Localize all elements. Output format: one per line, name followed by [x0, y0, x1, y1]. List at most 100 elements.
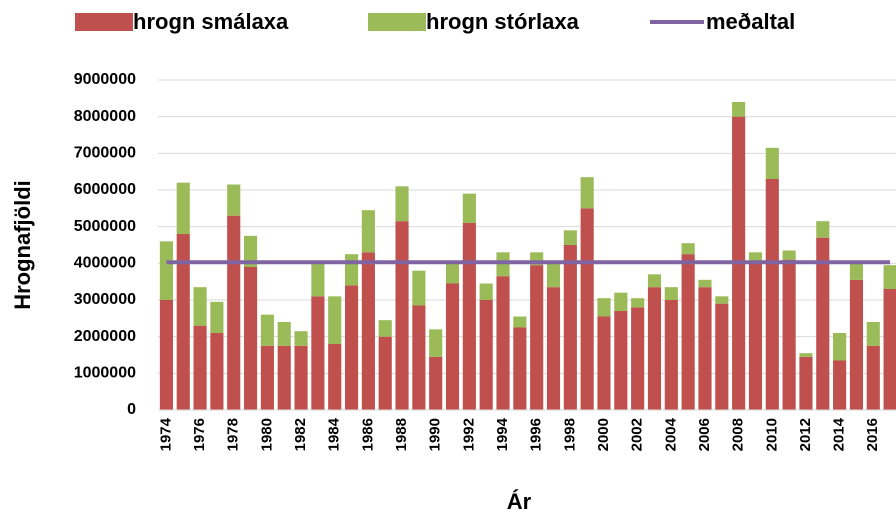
bar [328, 296, 342, 344]
bar [277, 345, 291, 410]
bar [681, 243, 695, 255]
bar [597, 298, 611, 317]
x-tick-label: 2016 [864, 418, 881, 451]
bar [462, 193, 476, 223]
y-tick-label: 9000000 [74, 71, 136, 88]
bar [883, 265, 896, 289]
bar [328, 344, 342, 410]
y-tick-label: 0 [127, 401, 136, 418]
x-axis-title: Ár [507, 489, 532, 514]
x-tick-label: 1982 [292, 418, 309, 451]
bar [698, 287, 712, 410]
bar [647, 287, 662, 410]
y-tick-label: 6000000 [74, 181, 136, 198]
bar [732, 102, 746, 117]
bar [445, 263, 460, 284]
bar [748, 263, 763, 410]
y-tick-label: 3000000 [74, 291, 136, 308]
bar [361, 210, 375, 253]
bar [849, 279, 864, 410]
x-tick-label: 1994 [494, 417, 511, 451]
bar [176, 182, 190, 234]
bar [664, 300, 678, 410]
bar [866, 345, 880, 410]
bar [681, 254, 695, 410]
bar [799, 353, 813, 357]
bar [866, 322, 880, 346]
y-tick-label: 5000000 [74, 218, 136, 235]
bar [311, 263, 325, 297]
bar [546, 263, 561, 288]
bar [816, 237, 830, 410]
bar [496, 252, 510, 277]
bar [210, 333, 224, 410]
bar [227, 215, 241, 410]
bar [849, 263, 864, 280]
bar [782, 250, 796, 260]
legend-label: hrogn smálaxa [133, 9, 289, 34]
bar [647, 274, 662, 288]
bar [277, 322, 291, 346]
bar [193, 287, 207, 326]
x-tick-label: 2010 [763, 418, 780, 451]
bar [833, 333, 847, 361]
bar [765, 147, 779, 179]
bar [445, 283, 460, 410]
bar [799, 356, 813, 410]
bar [479, 300, 493, 410]
bar [412, 270, 426, 306]
x-tick-label: 2004 [662, 417, 679, 451]
bar [395, 221, 409, 410]
x-tick-label: 1990 [427, 418, 444, 451]
bar [782, 259, 796, 410]
bar [159, 241, 173, 300]
bar [462, 223, 476, 410]
x-tick-label: 2014 [831, 417, 848, 451]
bar [479, 283, 493, 300]
bar [698, 279, 712, 288]
bar [563, 245, 577, 410]
bar [176, 234, 190, 410]
bar [816, 221, 830, 238]
bar [631, 307, 645, 410]
bar [244, 267, 258, 410]
bar [513, 316, 527, 328]
bar [563, 230, 577, 245]
bar [546, 287, 561, 410]
bar [429, 356, 443, 410]
bar [614, 292, 628, 311]
x-tick-label: 1978 [225, 418, 242, 451]
bar [193, 325, 207, 410]
x-tick-label: 2006 [696, 418, 713, 451]
legend-label: meðaltal [706, 9, 795, 34]
y-tick-label: 8000000 [74, 108, 136, 125]
bar [833, 360, 847, 410]
x-tick-label: 1998 [561, 418, 578, 451]
bar [513, 327, 527, 410]
bar [715, 296, 729, 304]
x-tick-label: 1986 [359, 418, 376, 451]
bar [210, 301, 224, 333]
y-tick-label: 1000000 [74, 365, 136, 382]
bar [580, 208, 594, 410]
bar [159, 300, 173, 410]
x-tick-label: 2012 [797, 418, 814, 451]
x-tick-label: 1974 [157, 417, 174, 451]
bar [260, 345, 274, 410]
legend-swatch [75, 13, 133, 31]
bar [378, 336, 392, 410]
bar [260, 314, 274, 346]
bar [294, 331, 308, 346]
bar [227, 184, 241, 216]
x-tick-label: 1984 [326, 417, 343, 451]
bar [378, 320, 392, 337]
bar [748, 252, 763, 264]
bar [614, 311, 628, 410]
bar [311, 296, 325, 410]
bar [765, 179, 779, 410]
bar [244, 235, 258, 267]
legend-label: hrogn stórlaxa [426, 9, 580, 34]
x-tick-label: 1992 [460, 418, 477, 451]
bar [631, 298, 645, 308]
